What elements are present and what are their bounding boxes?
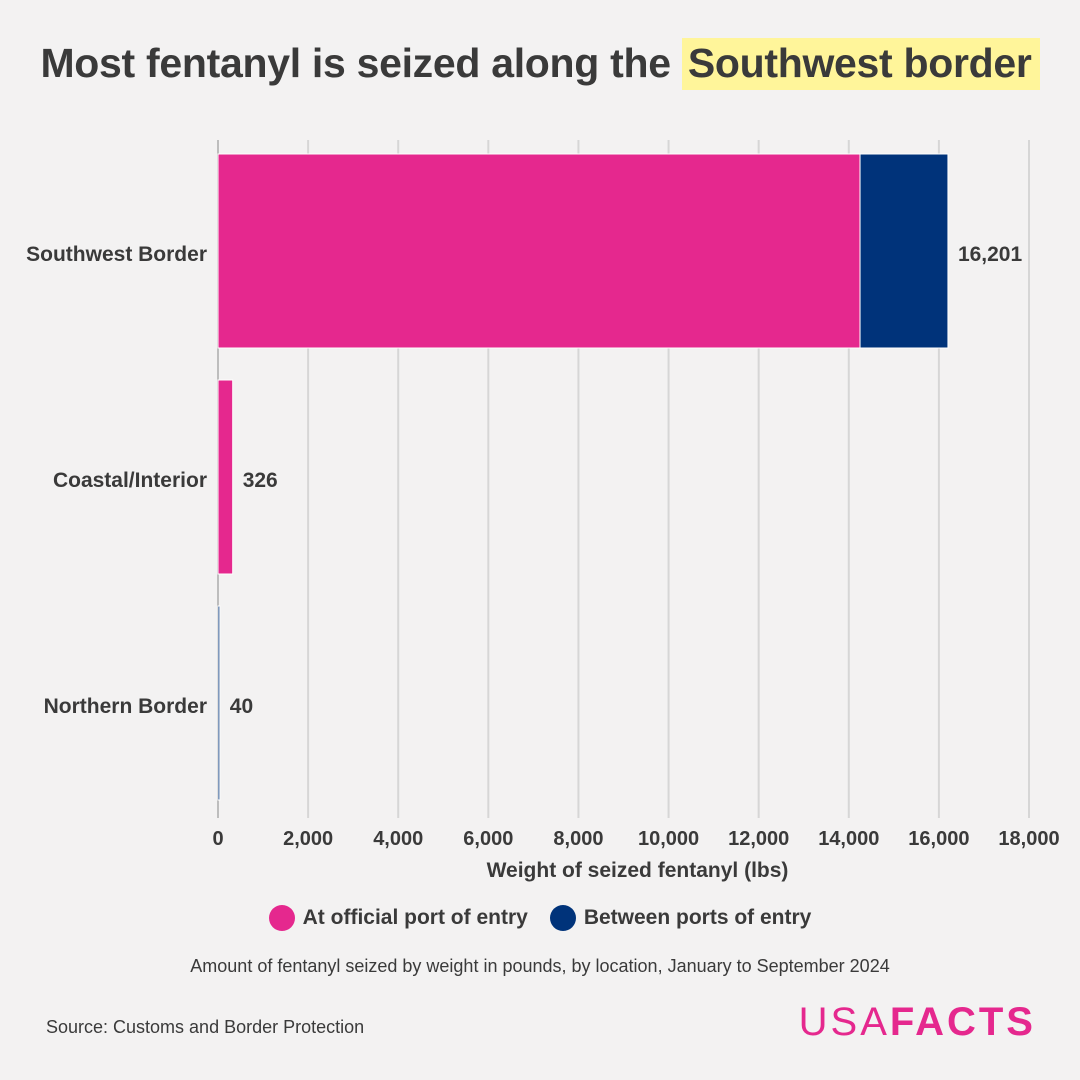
bar-0-series-0 (217, 153, 861, 349)
x-tick-label-6000: 6,000 (463, 828, 513, 850)
legend-label-port: At official port of entry (302, 906, 528, 929)
x-tick-label-8000: 8,000 (553, 828, 603, 850)
category-label-1: Coastal/Interior (53, 469, 207, 492)
x-tick-label-18000: 18,000 (998, 828, 1059, 850)
source-note: Source: Customs and Border Protection (46, 1017, 365, 1037)
x-tick-label-0: 0 (212, 828, 223, 850)
category-label-0: Southwest Border (26, 243, 207, 266)
legend-label-between: Between ports of entry (583, 906, 812, 929)
total-label-1: 326 (243, 469, 278, 492)
chart-title: Most fentanyl is seized along the Southw… (0, 38, 1080, 90)
legend-swatch-port (268, 905, 295, 931)
legend-item-port: At official port of entry (268, 905, 528, 931)
x-tick-label-2000: 2,000 (283, 828, 333, 850)
title-highlight: Southwest border (681, 38, 1040, 90)
usafacts-logo: USAFACTS (799, 1000, 1036, 1045)
bar-0-series-1 (859, 153, 949, 349)
category-label-2: Northern Border (44, 695, 207, 718)
x-tick-label-12000: 12,000 (728, 828, 789, 850)
x-tick-label-14000: 14,000 (818, 828, 879, 850)
legend-item-between: Between ports of entry (549, 905, 812, 931)
bar-chart: 0 2,000 4,000 6,000 8,000 10,000 12,000 14,000 1… (26, 140, 1060, 882)
total-label-0: 16,201 (958, 243, 1023, 266)
total-label-2: 40 (230, 695, 253, 718)
bar-1-series-0 (217, 379, 234, 575)
legend: At official port of entry Between ports … (0, 905, 1080, 931)
legend-swatch-between (549, 905, 576, 931)
chart-subtitle: Amount of fentanyl seized by weight in p… (190, 956, 890, 976)
bar-2-series-1 (217, 605, 221, 801)
x-tick-label-16000: 16,000 (908, 828, 969, 850)
logo-facts: FACTS (889, 1000, 1036, 1044)
logo-usa: USA (798, 1000, 890, 1044)
x-tick-label-4000: 4,000 (373, 828, 423, 850)
x-tick-label-10000: 10,000 (638, 828, 699, 850)
x-axis-title: Weight of seized fentanyl (lbs) (487, 859, 789, 882)
title-prefix: Most fentanyl is seized along the (40, 40, 671, 86)
